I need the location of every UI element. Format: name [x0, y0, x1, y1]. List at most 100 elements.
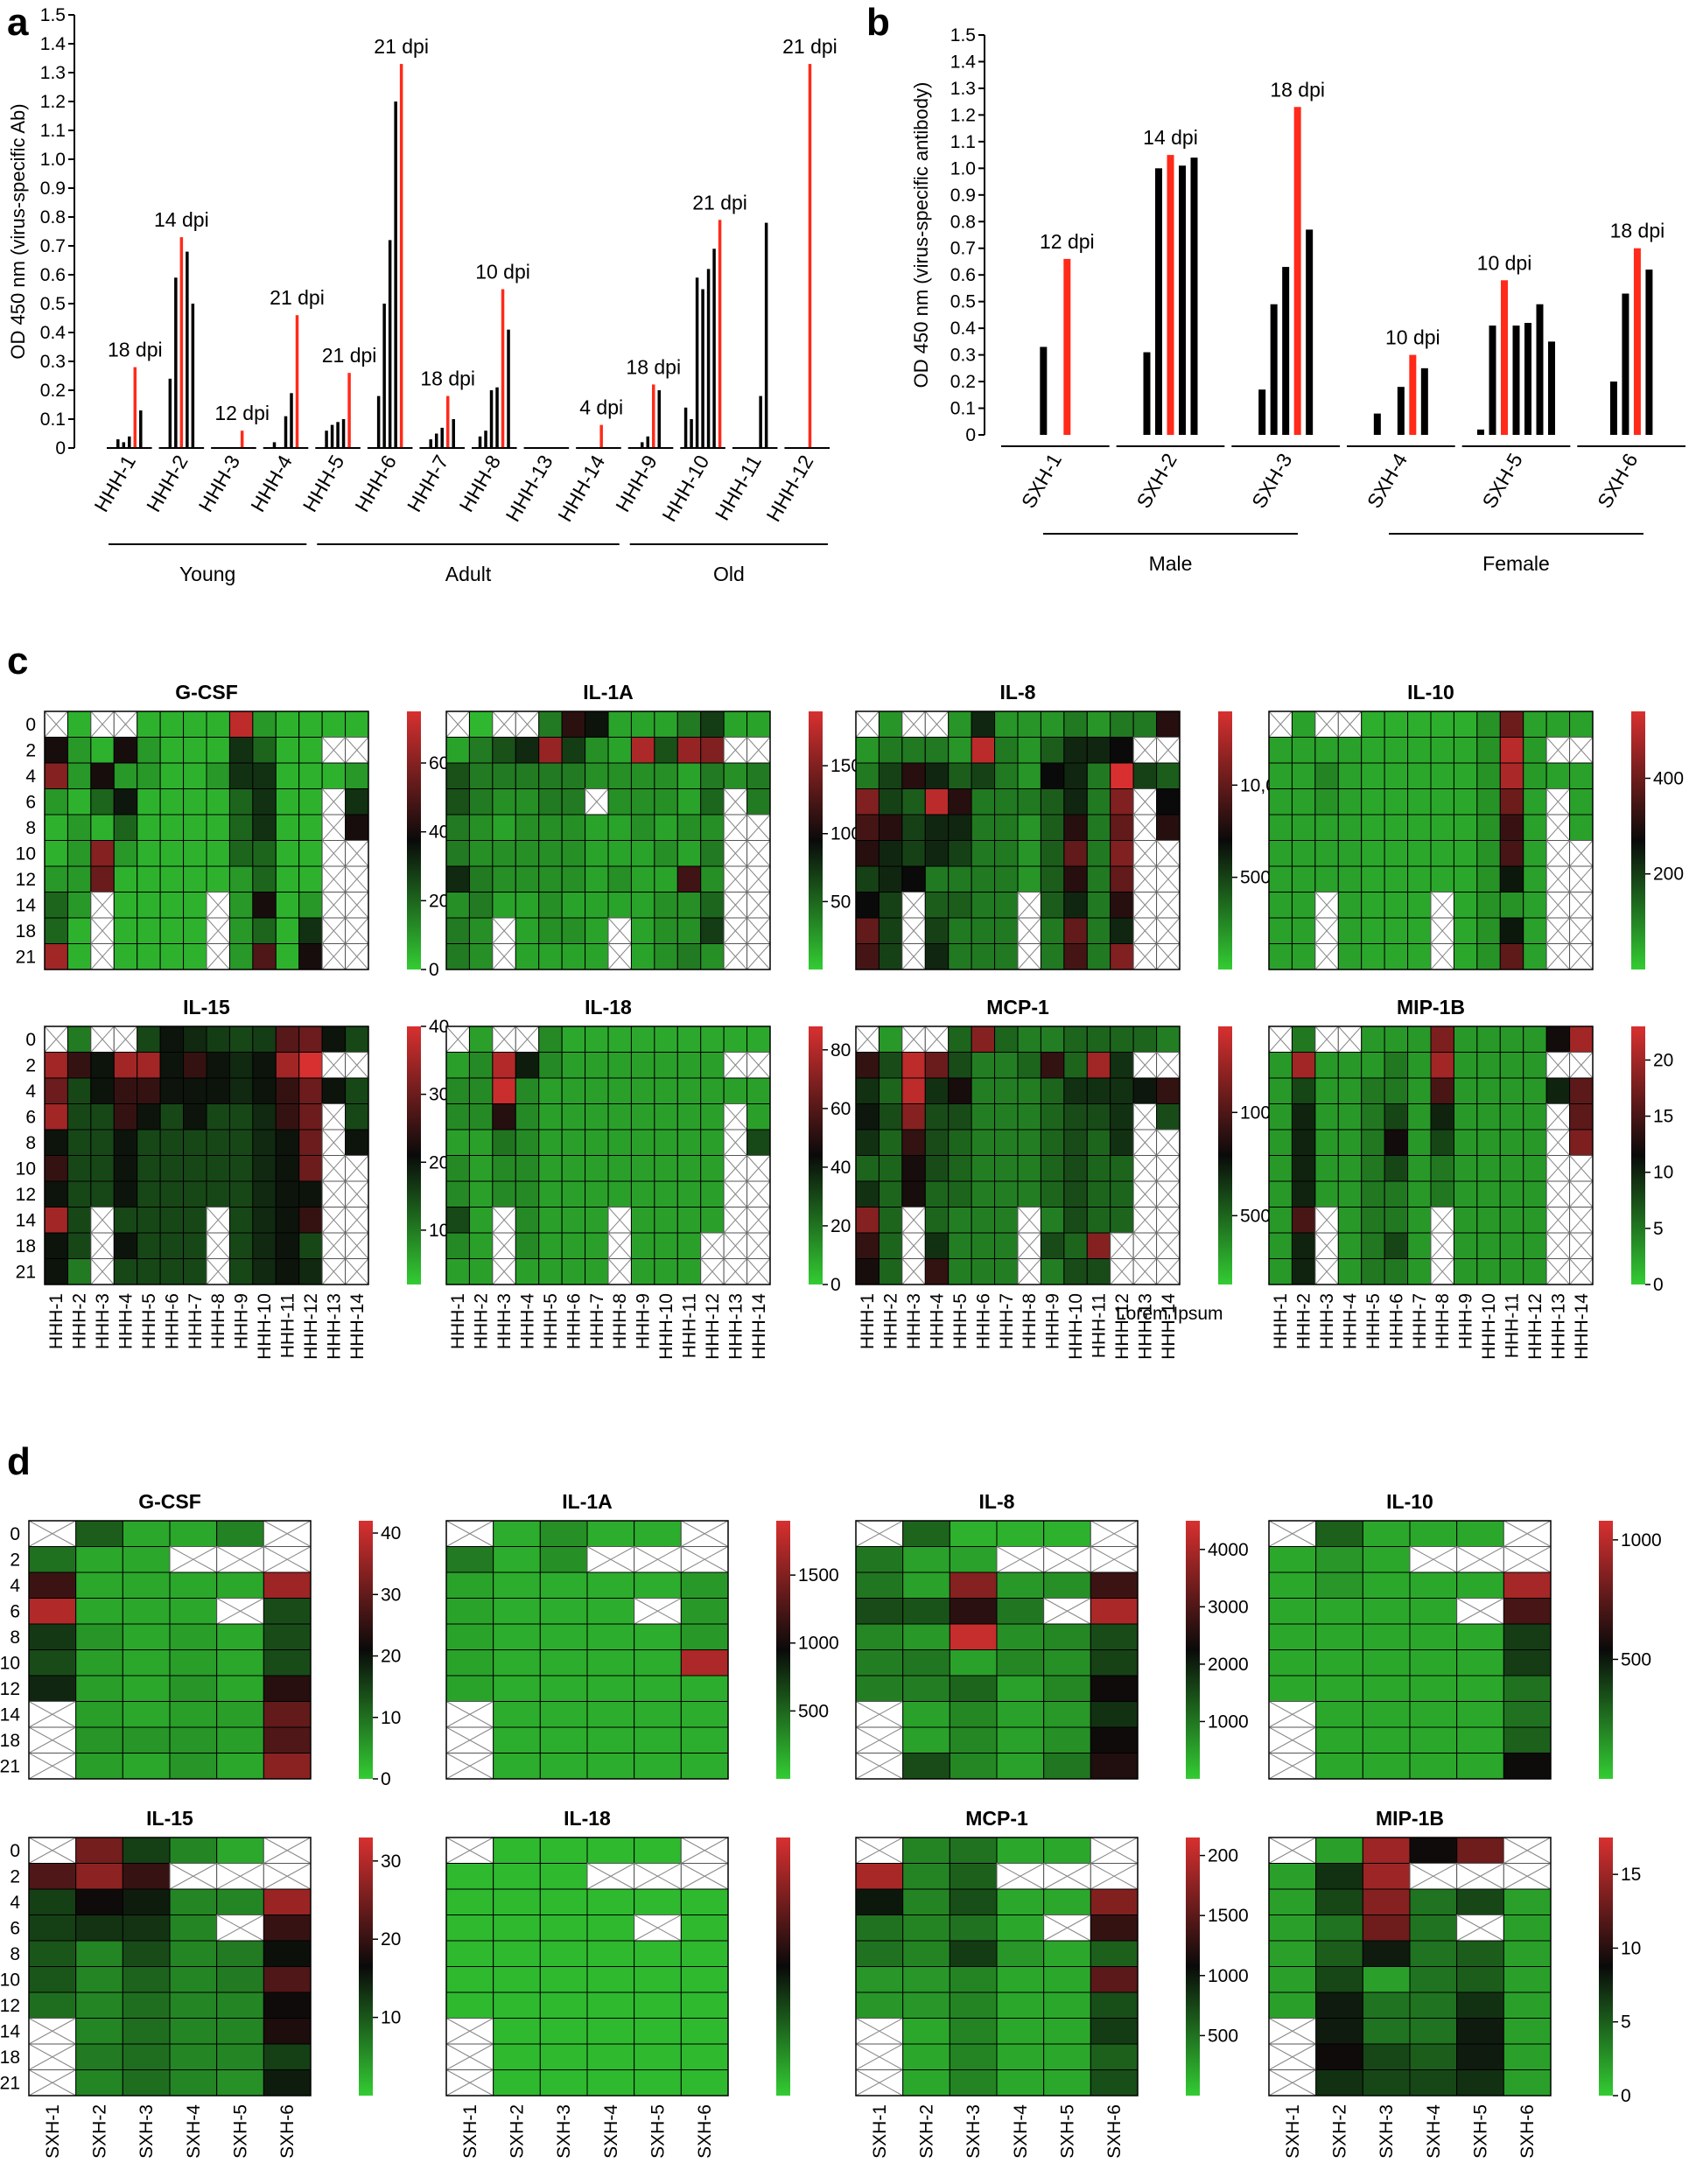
missing-cross: [746, 1232, 771, 1259]
heatmap-cell: [585, 1180, 609, 1208]
heatmap-cell: [468, 1129, 494, 1156]
heatmap-cell: [948, 1103, 972, 1130]
heatmap-cell: [1476, 1155, 1501, 1182]
heatmap-title: IL-1A: [562, 1490, 613, 1513]
heatmap-cell: [1063, 1077, 1088, 1104]
heatmap-cell: [607, 840, 632, 867]
colorbar-tick-label: 60: [429, 753, 449, 774]
bar: [341, 419, 346, 448]
missing-cross: [723, 1103, 747, 1130]
heatmap-cell: [90, 788, 115, 816]
heatmap-cell: [1407, 1232, 1432, 1259]
heatmap-cell: [493, 1598, 541, 1625]
heatmap-cell: [561, 1207, 586, 1234]
missing-cross: [723, 840, 747, 867]
missing-cross: [746, 1180, 771, 1208]
heatmap-cell: [700, 943, 725, 970]
missing-cross: [28, 2018, 76, 2045]
row-label: 14: [16, 895, 37, 915]
missing-cross: [1569, 865, 1594, 892]
heatmap-cell: [1314, 1180, 1339, 1208]
bar-highlight: [599, 424, 603, 448]
heatmap-cell: [1523, 1207, 1547, 1234]
heatmap-cell: [275, 1129, 300, 1156]
colorbar-tick-label: 60: [830, 1099, 851, 1119]
missing-cross: [1132, 917, 1157, 944]
heatmap-cell: [1499, 710, 1524, 738]
heatmap-cell: [561, 1180, 586, 1208]
dpi-annotation: 12 dpi: [214, 402, 270, 424]
heatmap-cell: [113, 1180, 138, 1208]
heatmap-cell: [1384, 788, 1409, 816]
heatmap-cell: [169, 1966, 218, 1993]
heatmap-cell: [607, 892, 632, 919]
heatmap-cell: [924, 943, 950, 970]
heatmap-cell: [1362, 1623, 1411, 1650]
heatmap-cell: [878, 1129, 903, 1156]
heatmap-cell: [206, 840, 230, 867]
missing-cross: [1156, 1258, 1181, 1285]
heatmap-cell: [1268, 1992, 1317, 2019]
heatmap-cell: [515, 788, 540, 816]
column-label: HHH-9: [1043, 1293, 1063, 1349]
missing-cross: [700, 1258, 725, 1285]
heatmap-cell: [1291, 840, 1316, 867]
heatmap-cell: [122, 1753, 171, 1780]
heatmap-cell: [1040, 943, 1065, 970]
heatmap-cell: [75, 1598, 123, 1625]
heatmap-cell: [630, 1129, 655, 1156]
heatmap-cell: [1043, 1726, 1091, 1754]
heatmap-cell: [1407, 917, 1432, 944]
heatmap-cell: [1453, 788, 1478, 816]
heatmap-cell: [680, 1753, 729, 1780]
bar: [1179, 165, 1186, 435]
heatmap-cell: [878, 814, 903, 841]
heatmap-cell: [585, 814, 609, 841]
heatmap-cell: [515, 1103, 540, 1130]
heatmap-cell: [298, 1077, 323, 1104]
heatmap-cell: [902, 1649, 950, 1676]
heatmap-cell: [971, 1026, 996, 1053]
missing-cross: [1545, 1180, 1570, 1208]
heatmap-cell: [994, 1052, 1019, 1079]
heatmap-cell: [878, 1026, 903, 1053]
heatmap-cell: [1040, 1155, 1065, 1182]
heatmap-cell: [169, 1520, 218, 1547]
heatmap-cell: [1456, 1753, 1504, 1780]
heatmap-cell: [585, 840, 609, 867]
heatmap-cell: [67, 1155, 92, 1182]
heatmap-cell: [676, 814, 702, 841]
missing-cross: [901, 943, 926, 970]
heatmap-border: [1268, 710, 1594, 970]
missing-cross: [1017, 1232, 1041, 1259]
bar: [1373, 413, 1381, 435]
row-label: 6: [25, 1107, 36, 1127]
heatmap-cell: [345, 788, 369, 816]
heatmap-cell: [855, 1129, 880, 1156]
heatmap-cell: [855, 1649, 904, 1676]
heatmap-cell: [122, 1623, 171, 1650]
heatmap-cell: [1268, 892, 1293, 919]
heatmap-cell: [515, 1052, 540, 1079]
heatmap-cell: [680, 1572, 729, 1599]
bar-highlight: [133, 367, 137, 448]
missing-cross: [1314, 943, 1339, 970]
heatmap-cell: [445, 1966, 494, 1993]
heatmap-cell: [902, 1623, 950, 1650]
heatmap-cell: [1063, 1052, 1088, 1079]
heatmap-cell: [252, 737, 277, 764]
missing-cross: [634, 1914, 682, 1942]
missing-cross: [345, 1207, 369, 1234]
heatmap-cell: [1086, 710, 1111, 738]
heatmap-cell: [700, 1129, 725, 1156]
y-tick-label: 0.3: [40, 352, 66, 372]
heatmap-cell: [1499, 1207, 1524, 1234]
heatmap-title: IL-1A: [583, 681, 634, 704]
heatmap-cell: [113, 943, 138, 970]
dpi-annotation: 10 dpi: [1477, 251, 1532, 274]
heatmap-cell: [113, 1103, 138, 1130]
missing-cross: [1545, 917, 1570, 944]
heatmap-cell: [90, 840, 115, 867]
heatmap-cell: [515, 1232, 540, 1259]
heatmap-cell: [855, 1675, 904, 1702]
